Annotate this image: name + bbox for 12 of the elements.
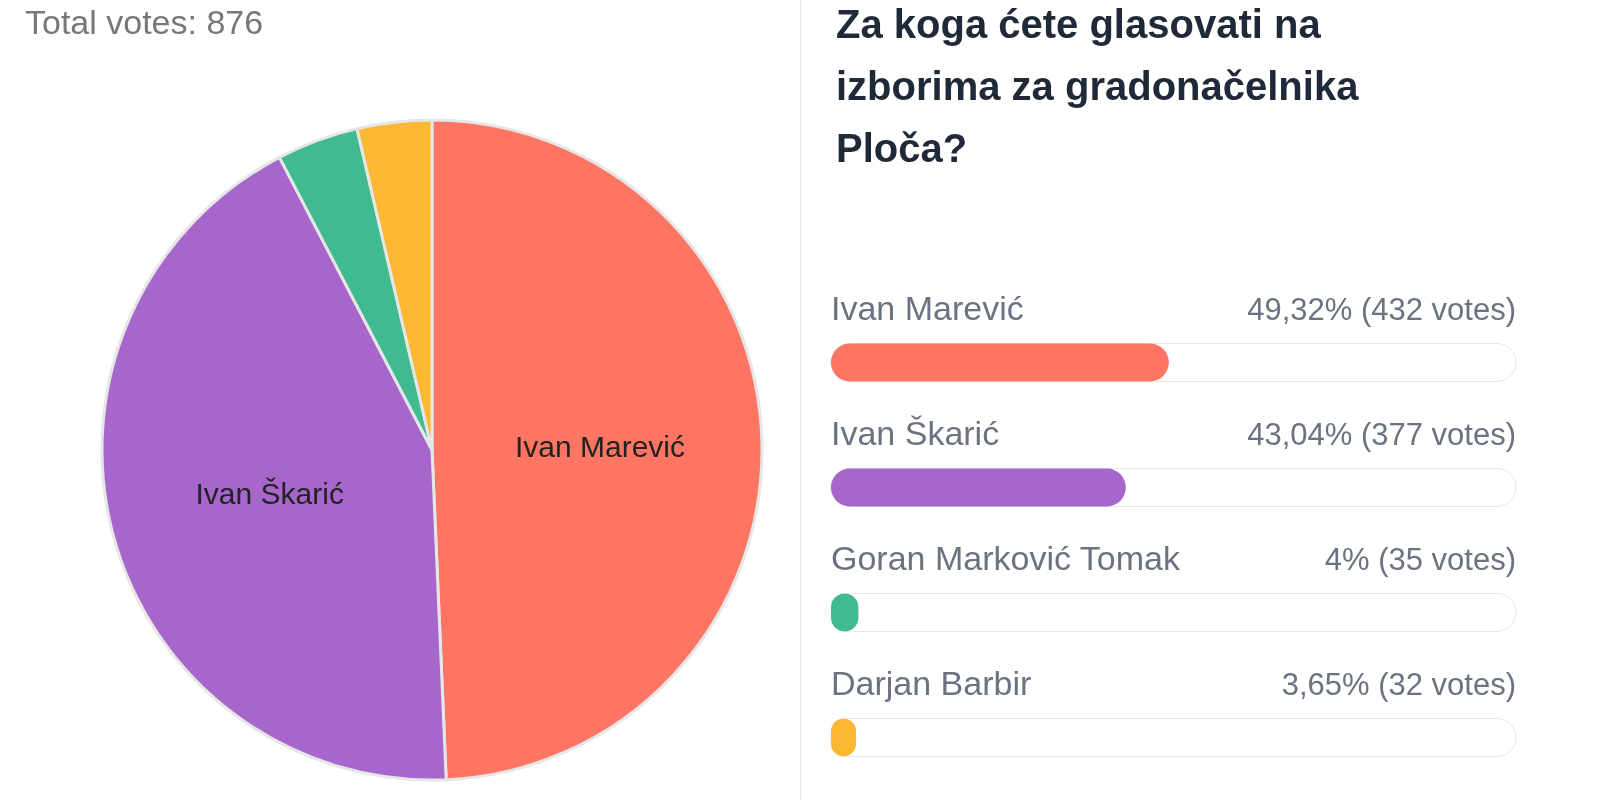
category-label: Darjan Barbir bbox=[831, 663, 1032, 702]
chart-title: Za koga ćete glasovati na izborima za gradonačelnika Ploča? bbox=[836, 2, 1370, 170]
category-label: Goran Marković Tomak bbox=[831, 538, 1180, 577]
slice-label: Ivan Marević bbox=[514, 429, 685, 463]
data-label: 49,32% (432 votes) bbox=[1247, 291, 1516, 327]
category-label: Ivan Marević bbox=[831, 288, 1024, 327]
category-label: Ivan Škarić bbox=[831, 413, 1000, 452]
data-label: 43,04% (377 votes) bbox=[1247, 416, 1516, 452]
data-label: 3,65% (32 votes) bbox=[1281, 666, 1516, 702]
chart-title: Total votes: 876 bbox=[25, 3, 264, 41]
data-label: 4% (35 votes) bbox=[1324, 541, 1516, 577]
slice-label: Ivan Škarić bbox=[195, 476, 344, 510]
